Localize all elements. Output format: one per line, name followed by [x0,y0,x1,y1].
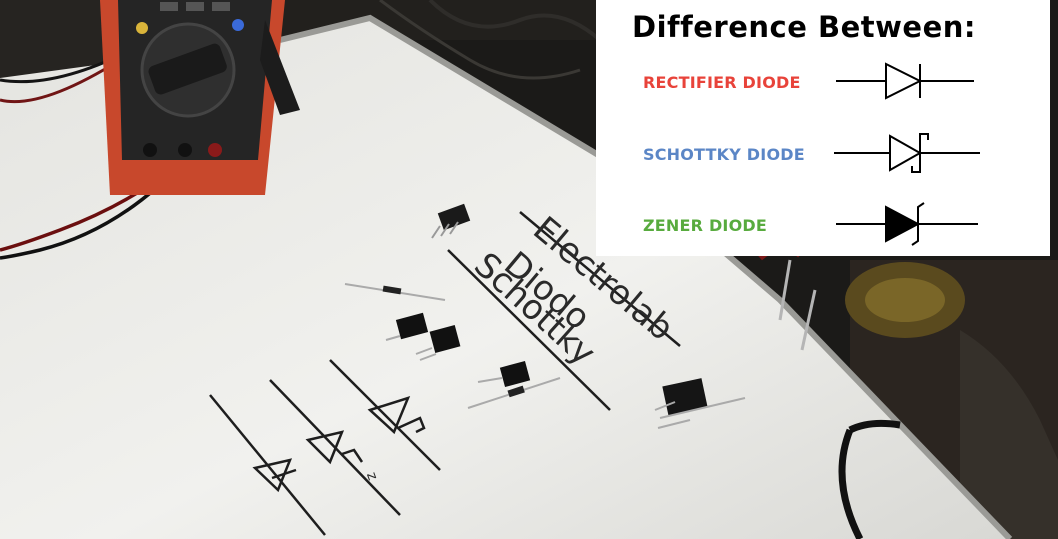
rectifier-diode-symbol-icon [836,62,974,100]
dual-schottky-component [654,378,746,429]
zener-bar [341,448,364,463]
overlay-title: Difference Between: [632,10,976,44]
schottky-bar [397,416,426,434]
schottky-wire [329,359,441,471]
to220-component [431,203,471,239]
board-drawing [209,211,681,536]
axial-diode [344,283,446,301]
diode-comparison-overlay: Difference Between: RECTIFIER DIODE SCHO… [596,0,1050,256]
rectifier-bar [271,468,297,480]
to220-pair [385,312,461,361]
schottky-diode-symbol-icon [834,133,980,173]
zener-diode-symbol-icon [836,202,978,246]
to220-with-diode [467,360,561,409]
schottky-diode-drawing [367,396,411,435]
components [344,203,746,429]
schottky-diode-label: SCHOTTKY DIODE [643,145,805,164]
zener-diode-label: ZENER DIODE [643,216,767,235]
zener-diode-drawing [305,430,345,465]
multimeter [100,0,300,195]
underline-upper [519,211,681,347]
rectifier-diode-label: RECTIFIER DIODE [643,73,801,92]
underline-lower [447,249,611,411]
